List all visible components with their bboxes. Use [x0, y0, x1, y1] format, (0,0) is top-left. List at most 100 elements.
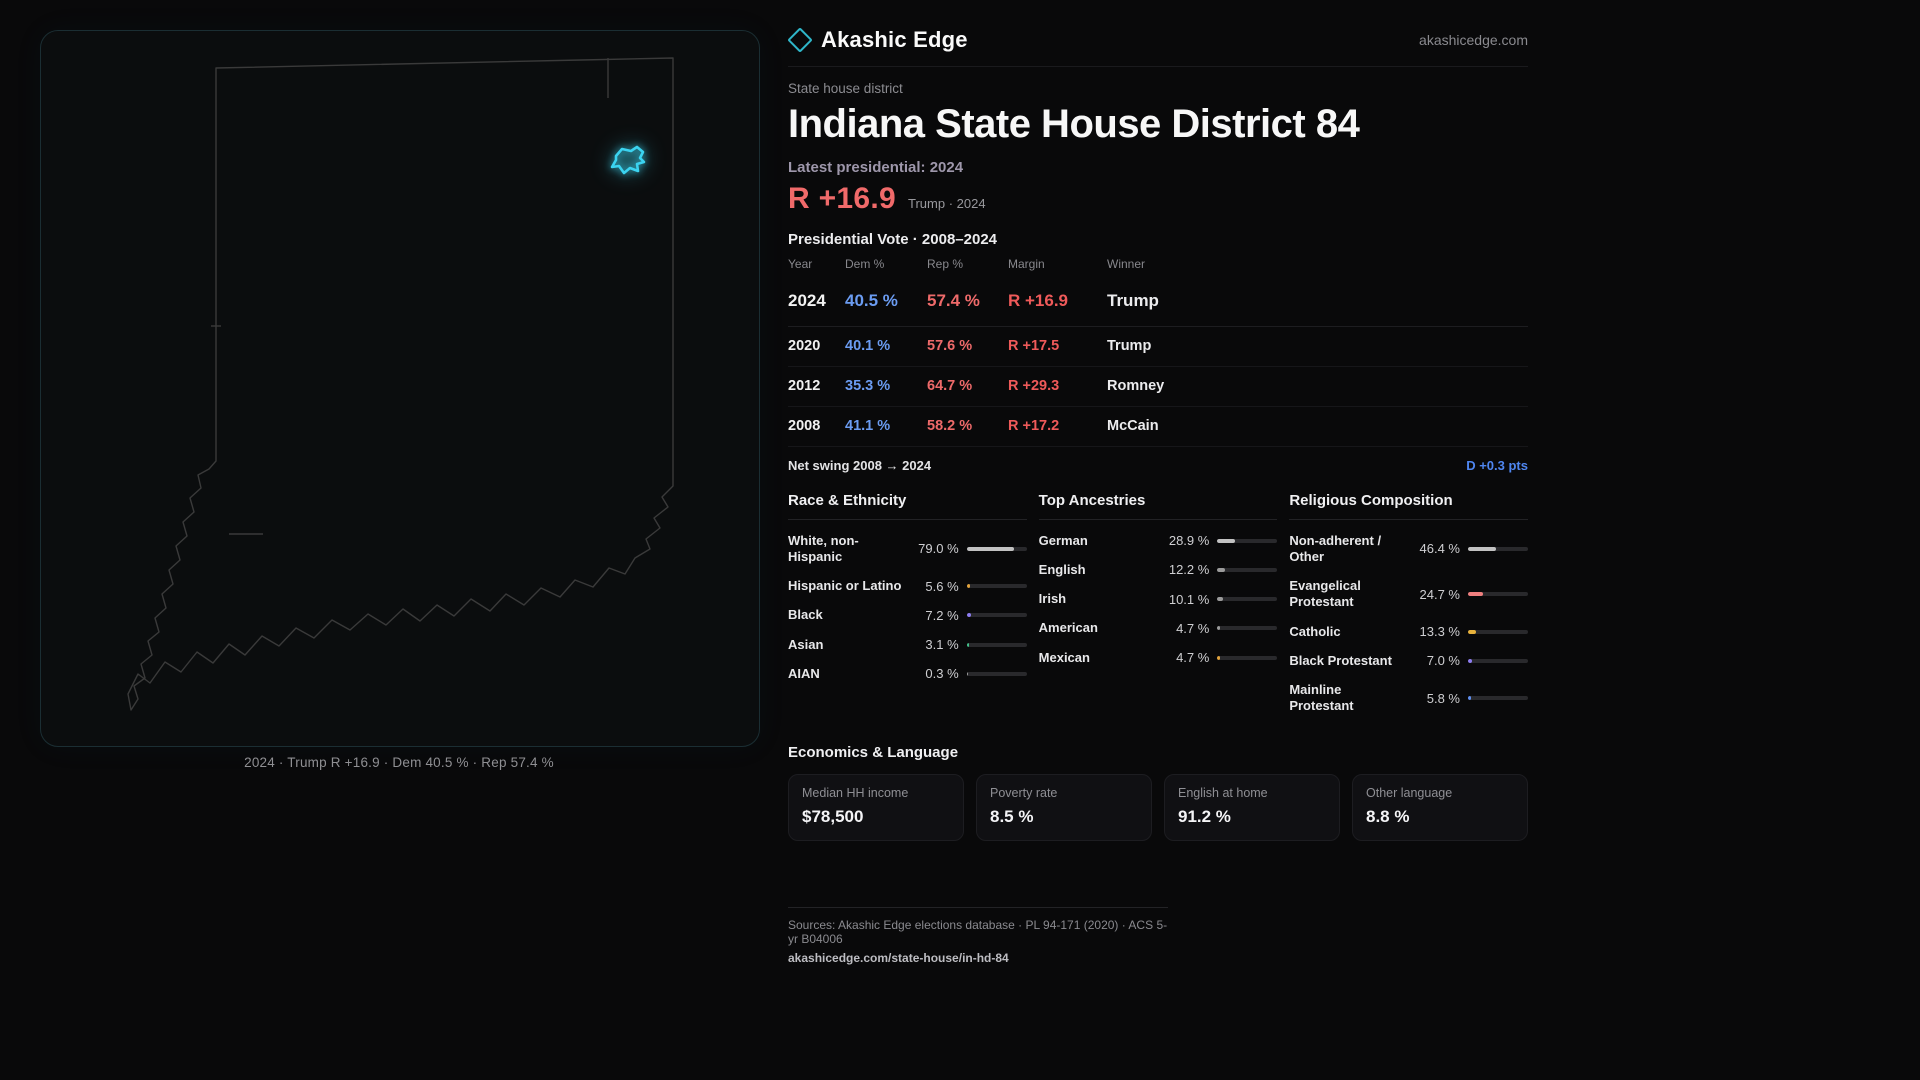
race-ethnicity-section: Race & Ethnicity White, non-Hispanic 79.… — [788, 486, 1027, 721]
bar-fill — [1468, 658, 1473, 663]
cell-rep: 58.2 % — [927, 418, 973, 434]
cell-dem: 41.1 % — [845, 418, 891, 434]
bar-track — [1468, 658, 1528, 663]
bar-track — [1217, 597, 1278, 602]
net-swing-label: Net swing 2008 → 2024 — [788, 458, 932, 473]
demo-label: American — [1038, 620, 1098, 636]
demo-row: Catholic 13.3 % — [1289, 617, 1528, 646]
demo-value: 24.7 % — [1419, 586, 1460, 602]
info-column: Akashic Edge akashicedge.com State house… — [787, 0, 1528, 965]
stat-value: 8.8 % — [1366, 807, 1410, 826]
headline-margin-sub: Trump · 2024 — [908, 196, 986, 211]
section-title: Race & Ethnicity — [788, 486, 1027, 520]
demo-label: AIAN — [788, 665, 820, 681]
bar-fill — [1217, 626, 1221, 631]
sources-text: Sources: Akashic Edge elections database… — [788, 918, 1168, 946]
cell-margin: R +17.2 — [1008, 418, 1060, 434]
bar-track — [966, 613, 1027, 618]
bar-track — [1217, 626, 1278, 631]
district-map-panel — [40, 30, 760, 747]
net-swing-value: D +0.3 pts — [1466, 458, 1528, 473]
cell-year: 2024 — [788, 291, 826, 310]
page-title: Indiana State House District 84 — [788, 102, 1360, 146]
religion-list: Non-adherent / Other 46.4 % Evangelical … — [1289, 526, 1528, 721]
permalink[interactable]: akashicedge.com/state-house/in-hd-84 — [788, 951, 1009, 965]
stat-card-other-language: Other language 8.8 % — [1352, 774, 1528, 841]
bar-track — [966, 584, 1027, 589]
indiana-map — [127, 57, 674, 711]
brand-diamond-icon — [787, 27, 813, 53]
demo-row: Mainline Protestant 5.8 % — [1289, 676, 1528, 722]
demo-row: Irish 10.1 % — [1039, 585, 1278, 614]
cell-year: 2008 — [788, 418, 821, 434]
demo-value: 7.2 % — [925, 607, 959, 623]
demo-value: 5.8 % — [1426, 690, 1460, 706]
brand-name: Akashic Edge — [821, 27, 968, 52]
bar-fill — [1468, 629, 1476, 634]
demo-row: Asian 3.1 % — [788, 630, 1027, 659]
headline-margin-row: R +16.9 Trump · 2024 — [788, 182, 1528, 216]
demographics-grid: Race & Ethnicity White, non-Hispanic 79.… — [788, 486, 1528, 721]
bar-track — [1468, 696, 1528, 701]
demo-value: 4.7 % — [1176, 620, 1210, 636]
religious-composition-section: Religious Composition Non-adherent / Oth… — [1289, 486, 1528, 721]
demo-value: 5.6 % — [925, 578, 959, 594]
section-title: Top Ancestries — [1038, 486, 1278, 520]
demo-label: Non-adherent / Other — [1289, 532, 1382, 564]
cell-margin: R +29.3 — [1008, 378, 1060, 394]
demo-value: 0.3 % — [925, 666, 959, 682]
net-swing-row: Net swing 2008 → 2024 D +0.3 pts — [788, 447, 1528, 473]
bar-track — [1468, 592, 1528, 597]
demo-row: Evangelical Protestant 24.7 % — [1289, 572, 1528, 618]
demo-value: 4.7 % — [1176, 650, 1210, 666]
stat-card-median-income: Median HH income $78,500 — [788, 774, 964, 841]
col-margin: Margin — [1008, 257, 1045, 271]
vote-row-2008: 2008 41.1 % 58.2 % R +17.2 McCain — [788, 407, 1528, 447]
bar-fill — [1468, 592, 1483, 597]
brand-domain-link[interactable]: akashicedge.com — [1419, 32, 1528, 48]
stat-card-english-at-home: English at home 91.2 % — [1164, 774, 1340, 841]
economics-title: Economics & Language — [788, 744, 959, 761]
district-kicker: State house district — [788, 81, 903, 96]
demo-row: German 28.9 % — [1039, 526, 1278, 555]
demo-label: Catholic — [1289, 623, 1341, 639]
col-winner: Winner — [1107, 257, 1146, 271]
demo-label: Irish — [1038, 591, 1067, 606]
section-title: Religious Composition — [1289, 486, 1528, 520]
bar-fill — [1217, 567, 1225, 572]
demo-label: German — [1038, 532, 1088, 548]
cell-margin: R +17.5 — [1008, 338, 1060, 354]
district-84-highlight[interactable] — [610, 145, 646, 175]
cell-winner: McCain — [1107, 418, 1159, 434]
economics-stat-grid: Median HH income $78,500 Poverty rate 8.… — [788, 774, 1528, 841]
bar-fill — [966, 613, 971, 618]
cell-winner: Trump — [1107, 338, 1152, 354]
cell-dem: 40.1 % — [845, 338, 891, 354]
demo-label: Hispanic or Latino — [788, 578, 902, 593]
demo-row: English 12.2 % — [1039, 555, 1278, 584]
cell-winner: Romney — [1107, 378, 1165, 394]
bar-fill — [1468, 696, 1472, 701]
demo-row: American 4.7 % — [1039, 614, 1278, 643]
stat-card-poverty-rate: Poverty rate 8.5 % — [976, 774, 1152, 841]
demo-value: 46.4 % — [1419, 541, 1460, 557]
headline-margin-value: R +16.9 — [788, 182, 897, 215]
demo-value: 7.0 % — [1426, 653, 1460, 669]
stat-label: English at home — [1178, 786, 1268, 800]
demo-row: Hispanic or Latino 5.6 % — [788, 572, 1027, 601]
map-caption: 2024 · Trump R +16.9 · Dem 40.5 % · Rep … — [244, 755, 554, 770]
footer: Sources: Akashic Edge elections database… — [788, 907, 1168, 965]
bar-track — [1217, 538, 1278, 543]
demo-label: Black Protestant — [1289, 652, 1392, 668]
presidential-vote-table: Year Dem % Rep % Margin Winner 2024 40.5… — [788, 257, 1528, 447]
demo-row: Black 7.2 % — [788, 601, 1027, 630]
bar-track — [966, 671, 1027, 676]
cell-rep: 64.7 % — [927, 378, 973, 394]
stat-label: Other language — [1366, 786, 1453, 800]
stat-label: Median HH income — [802, 786, 909, 800]
vote-row-2012: 2012 35.3 % 64.7 % R +29.3 Romney — [788, 367, 1528, 407]
bar-fill — [966, 642, 969, 647]
demo-value: 28.9 % — [1168, 533, 1210, 549]
demo-label: Evangelical Protestant — [1289, 578, 1361, 610]
